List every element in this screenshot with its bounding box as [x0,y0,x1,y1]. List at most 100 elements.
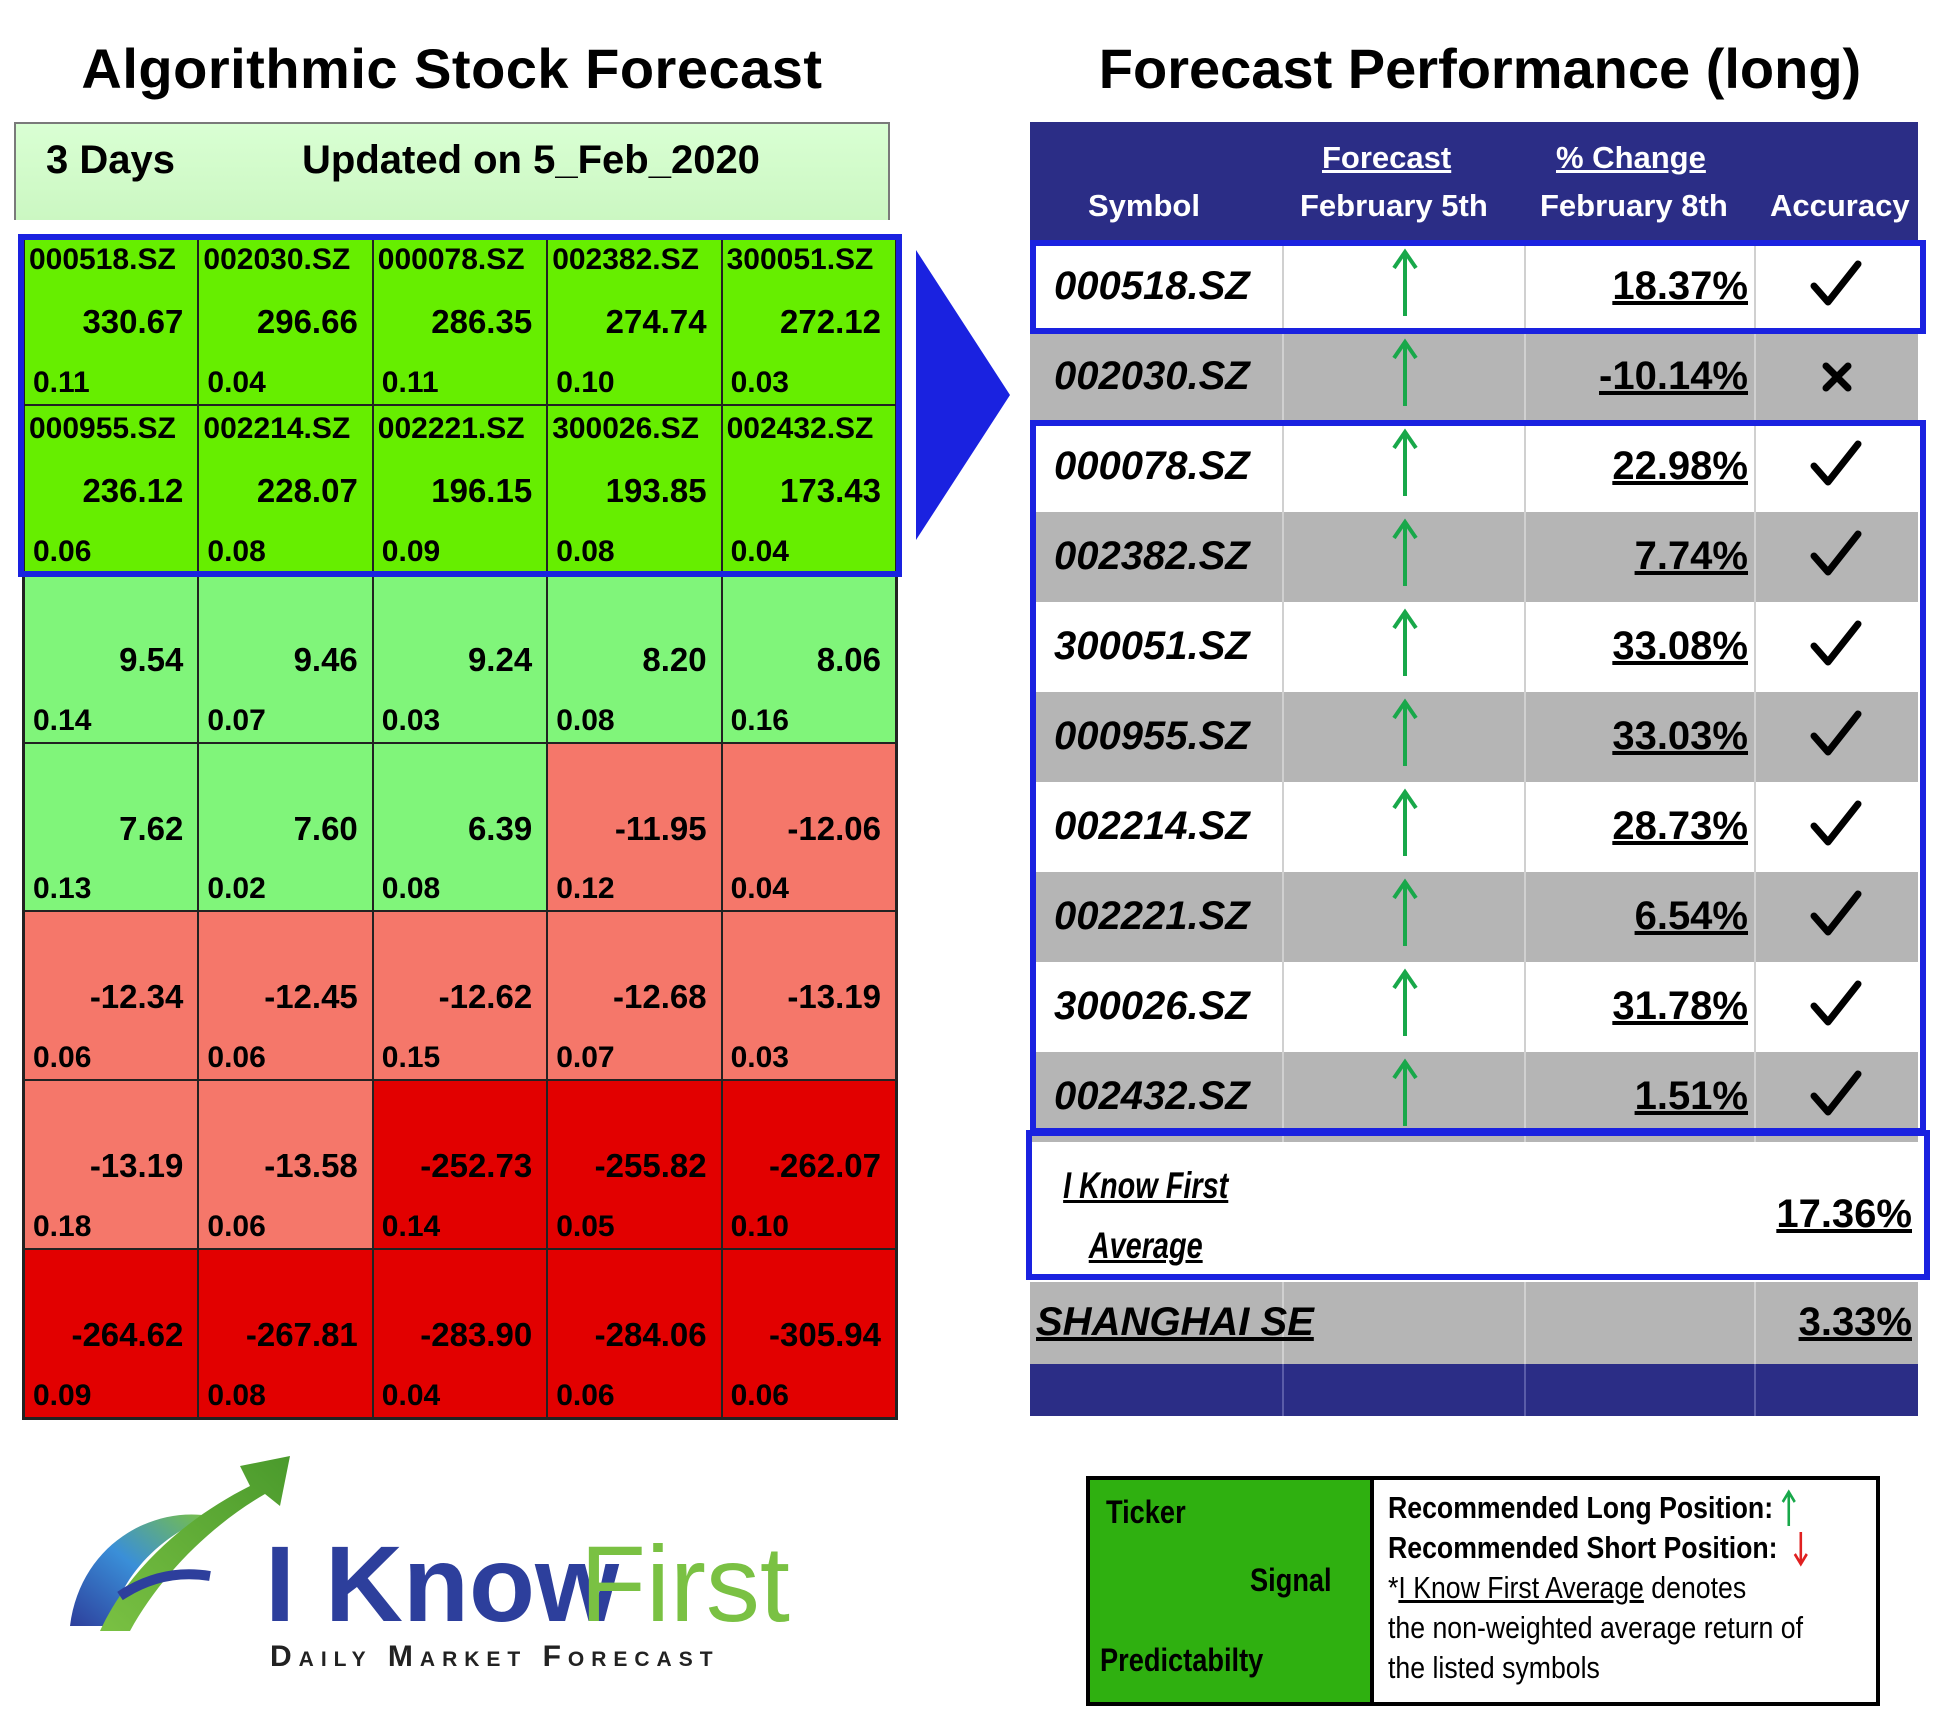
arrow-up-icon [1392,698,1418,766]
header-change: % Change [1556,140,1706,175]
row-symbol: 000518.SZ [1054,264,1250,308]
check-mark-icon [1810,260,1862,306]
forecast-cell: -262.07 0.10 [721,1080,896,1250]
performance-table: Symbol Forecast February 5th % Change Fe… [1030,122,1918,1416]
forecast-cell: 300051.SZ 272.12 0.03 [721,236,896,405]
cell-predictability: 0.08 [556,703,615,737]
cell-signal: 286.35 [431,303,533,340]
forecast-cell: 002382.SZ 274.74 0.10 [547,236,722,405]
forecast-cell: -12.34 0.06 [24,911,199,1081]
forecast-cell: -12.45 0.06 [198,911,373,1081]
forecast-cell: 7.60 0.02 [198,742,373,912]
cell-signal: -283.90 [420,1316,533,1354]
cell-signal: 330.67 [82,303,184,340]
check-mark-icon [1810,890,1862,936]
cell-ticker: 002214.SZ [203,411,351,445]
cell-signal: -305.94 [769,1316,881,1354]
forecast-cell: 000078.SZ 286.35 0.11 [372,236,548,405]
cell-predictability: 0.04 [381,1379,441,1412]
cell-predictability: 0.04 [730,872,789,906]
forecast-header-bar: 3 Days Updated on 5_Feb_2020 [14,122,890,220]
row-change: 22.98% [1612,444,1748,488]
forecast-cell: -12.68 0.07 [547,911,722,1081]
cell-predictability: 0.09 [381,534,441,568]
legend-note-line2: the non-weighted average return of [1388,1610,1803,1645]
forecast-cell: -252.73 0.14 [372,1080,548,1250]
row-symbol: 002214.SZ [1054,804,1250,848]
legend-ticker: Ticker [1106,1494,1186,1530]
cell-signal: 7.60 [293,809,358,847]
legend-short: Recommended Short Position: [1388,1530,1778,1565]
cell-predictability: 0.03 [730,1041,789,1075]
cell-signal: 236.12 [82,471,184,509]
cell-predictability: 0.06 [33,1041,92,1075]
legend-text: Recommended Long Position: Recommended S… [1378,1480,1876,1702]
legend-long: Recommended Long Position: [1388,1490,1774,1525]
arrow-up-icon [1392,428,1418,496]
cell-signal: 228.07 [256,471,358,509]
cell-signal: 296.66 [256,303,358,340]
cell-predictability: 0.07 [556,1041,615,1075]
cell-signal: -252.73 [420,1147,533,1185]
right-title: Forecast Performance (long) [1098,37,1862,100]
index-change: 3.33% [1798,1300,1912,1344]
forecast-cell: 002432.SZ 173.43 0.04 [721,404,896,574]
cell-signal: -12.34 [89,978,184,1016]
header-forecast-date: February 5th [1300,188,1488,223]
header-symbol: Symbol [1088,188,1200,223]
cell-signal: -13.19 [89,1147,184,1185]
row-symbol: 300026.SZ [1054,984,1250,1028]
cell-signal: 8.20 [642,640,707,678]
average-row: I Know First Average 17.36% [1030,1142,1918,1282]
chevron-right-icon [916,250,1010,540]
forecast-cell: -13.58 0.06 [198,1080,373,1250]
cell-predictability: 0.06 [207,1041,266,1075]
cell-predictability: 0.09 [33,1379,92,1412]
cell-ticker: 000955.SZ [29,411,176,445]
cell-predictability: 0.07 [207,703,266,737]
cell-signal: 9.46 [293,640,358,678]
forecast-cell: -11.95 0.12 [547,742,722,912]
performance-row: 002030.SZ -10.14% [1030,332,1918,422]
index-label: SHANGHAI SE [1036,1300,1314,1344]
logo-word-first: First [580,1523,790,1644]
check-mark-icon [1810,800,1862,846]
cell-predictability: 0.06 [33,534,92,568]
index-row: SHANGHAI SE 3.33% [1030,1282,1918,1364]
legend-note-line3: the listed symbols [1388,1650,1600,1685]
arrow-up-icon [1392,788,1418,856]
cell-ticker: 300051.SZ [726,243,874,276]
arrow-up-icon [1392,338,1418,406]
forecast-cell: -264.62 0.09 [24,1249,199,1418]
check-mark-icon [1810,1070,1862,1116]
forecast-cell: -12.06 0.04 [721,742,896,912]
cell-signal: -267.81 [245,1316,358,1354]
performance-row: 000078.SZ 22.98% [1030,422,1918,512]
performance-row: 000955.SZ 33.03% [1030,692,1918,782]
cell-signal: 274.74 [605,303,707,340]
row-change: 1.51% [1634,1074,1748,1118]
i-know-first-logo: I Know First Daily Market Forecast [70,1456,790,1673]
cell-signal: -284.06 [594,1316,707,1354]
cell-predictability: 0.08 [381,872,441,906]
row-change: 28.73% [1612,804,1748,848]
check-mark-icon [1810,530,1862,576]
forecast-cell: -284.06 0.06 [547,1249,722,1418]
average-label: I Know First Average [1063,1165,1229,1266]
arrow-up-icon [1392,968,1418,1036]
arrow-up-icon [1392,608,1418,676]
forecast-cell: -283.90 0.04 [372,1249,548,1418]
header-change-date: February 8th [1540,188,1728,223]
cell-signal: 272.12 [780,303,881,340]
forecast-cell: 8.06 0.16 [721,573,896,743]
forecast-cell: 9.54 0.14 [24,573,199,743]
cell-predictability: 0.15 [381,1041,441,1075]
header-forecast: Forecast [1322,140,1452,175]
average-change: 17.36% [1776,1192,1912,1236]
cell-signal: -13.19 [787,978,881,1016]
performance-table-header: Symbol Forecast February 5th % Change Fe… [1030,122,1918,242]
cell-ticker: 300026.SZ [552,411,699,445]
forecast-cell: 002030.SZ 296.66 0.04 [198,236,373,405]
cell-predictability: 0.12 [556,872,615,906]
cell-signal: -12.45 [264,978,358,1016]
